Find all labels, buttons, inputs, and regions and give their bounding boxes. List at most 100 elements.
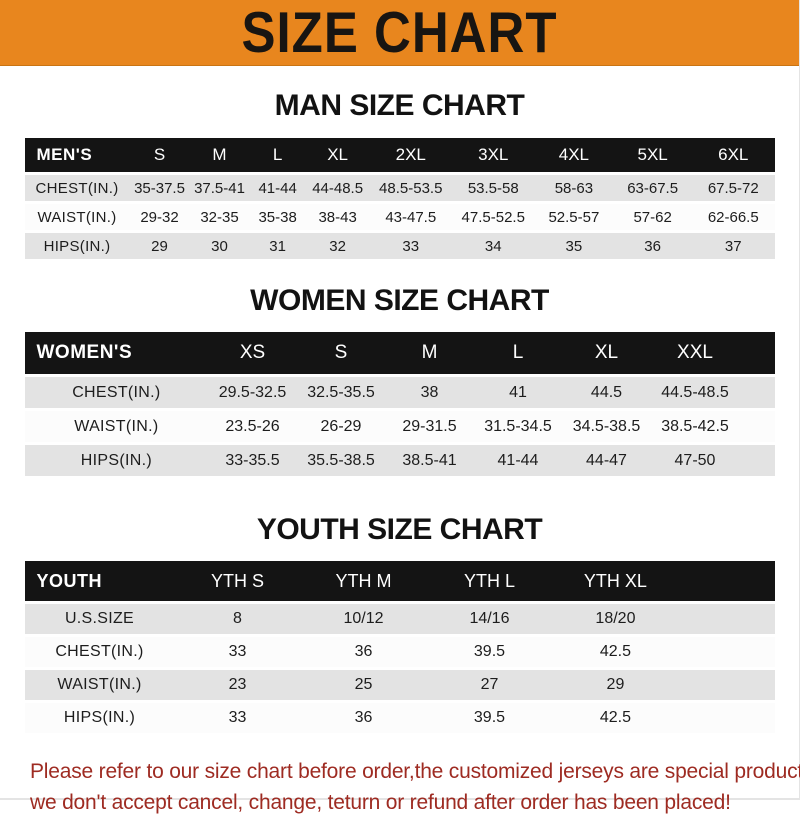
women-table-label: WOMEN'S — [24, 332, 209, 374]
table-cell: 38.5-42.5 — [650, 411, 740, 442]
table-cell: 44-48.5 — [305, 175, 370, 201]
row-label: CHEST(IN.) — [24, 637, 175, 667]
row-label: WAIST(IN.) — [24, 411, 209, 442]
column-header: 2XL — [369, 138, 452, 172]
table-cell: 36 — [300, 703, 427, 733]
footer-note: Please refer to our size chart before or… — [30, 756, 800, 818]
column-header: XL — [305, 138, 370, 172]
footer-note-line2: we don't accept cancel, change, teturn o… — [30, 791, 731, 814]
table-row: CHEST(IN.) 33 36 39.5 42.5 — [24, 637, 775, 667]
column-header: 3XL — [452, 138, 535, 172]
table-row: CHEST(IN.) 35-37.5 37.5-41 41-44 44-48.5… — [24, 175, 775, 201]
cell-filler — [739, 445, 775, 476]
cell-filler — [678, 670, 775, 700]
table-cell: 63-67.5 — [613, 175, 692, 201]
table-cell: 41 — [473, 377, 563, 408]
table-cell: 48.5-53.5 — [369, 175, 452, 201]
table-cell: 44.5 — [562, 377, 651, 408]
table-cell: 36 — [613, 233, 692, 259]
youth-table-label: YOUTH — [24, 561, 175, 601]
table-row: WAIST(IN.) 29-32 32-35 35-38 38-43 43-47… — [24, 204, 775, 230]
table-cell: 30 — [189, 233, 250, 259]
table-row: CHEST(IN.) 29.5-32.5 32.5-35.5 38 41 44.… — [24, 377, 775, 408]
row-label: U.S.SIZE — [24, 604, 175, 634]
table-row: HIPS(IN.) 29 30 31 32 33 34 35 36 37 — [24, 233, 775, 259]
youth-section-title: YOUTH SIZE CHART — [256, 513, 543, 546]
table-cell: 18/20 — [552, 604, 679, 634]
table-cell: 34 — [452, 233, 535, 259]
header-filler — [739, 332, 775, 374]
table-cell: 37.5-41 — [189, 175, 250, 201]
table-cell: 31 — [249, 233, 306, 259]
row-label: WAIST(IN.) — [24, 204, 130, 230]
table-cell: 32 — [305, 233, 370, 259]
table-row: HIPS(IN.) 33 36 39.5 42.5 — [24, 703, 775, 733]
table-cell: 26-29 — [296, 411, 386, 442]
table-cell: 33 — [174, 637, 301, 667]
table-cell: 23.5-26 — [208, 411, 297, 442]
row-label: HIPS(IN.) — [24, 233, 130, 259]
table-cell: 39.5 — [426, 637, 553, 667]
table-cell: 29-32 — [129, 204, 190, 230]
table-cell: 8 — [174, 604, 301, 634]
table-cell: 41-44 — [473, 445, 563, 476]
cell-filler — [739, 377, 775, 408]
table-cell: 29.5-32.5 — [208, 377, 297, 408]
column-header: YTH M — [300, 561, 427, 601]
table-cell: 53.5-58 — [452, 175, 535, 201]
table-cell: 43-47.5 — [369, 204, 452, 230]
table-cell: 38-43 — [305, 204, 370, 230]
column-header: M — [385, 332, 474, 374]
column-header: YTH XL — [552, 561, 679, 601]
table-cell: 35-38 — [249, 204, 306, 230]
women-size-table: WOMEN'S XS S M L XL XXL CHEST(IN.) 29.5-… — [24, 329, 775, 479]
row-label: CHEST(IN.) — [24, 175, 130, 201]
cell-filler — [739, 411, 775, 442]
table-cell: 42.5 — [552, 703, 679, 733]
table-cell: 32-35 — [189, 204, 250, 230]
column-header: 4XL — [534, 138, 614, 172]
column-header: 5XL — [613, 138, 692, 172]
women-section-title: WOMEN SIZE CHART — [250, 284, 549, 317]
table-cell: 33 — [369, 233, 452, 259]
table-cell: 47-50 — [650, 445, 740, 476]
row-label: HIPS(IN.) — [24, 703, 175, 733]
women-header-row: WOMEN'S XS S M L XL XXL — [24, 332, 775, 374]
cell-filler — [678, 703, 775, 733]
table-cell: 29-31.5 — [385, 411, 474, 442]
row-label: CHEST(IN.) — [24, 377, 209, 408]
table-cell: 62-66.5 — [692, 204, 775, 230]
table-cell: 44.5-48.5 — [650, 377, 740, 408]
column-header: 6XL — [692, 138, 775, 172]
table-cell: 33-35.5 — [208, 445, 297, 476]
table-row: WAIST(IN.) 23 25 27 29 — [24, 670, 775, 700]
youth-size-table: YOUTH YTH S YTH M YTH L YTH XL U.S.SIZE … — [24, 558, 775, 736]
table-cell: 34.5-38.5 — [562, 411, 651, 442]
banner: SIZE CHART — [0, 0, 799, 66]
column-header: S — [296, 332, 386, 374]
table-row: HIPS(IN.) 33-35.5 35.5-38.5 38.5-41 41-4… — [24, 445, 775, 476]
table-cell: 35.5-38.5 — [296, 445, 386, 476]
column-header: YTH L — [426, 561, 553, 601]
table-cell: 52.5-57 — [534, 204, 614, 230]
column-header: L — [473, 332, 563, 374]
table-row: WAIST(IN.) 23.5-26 26-29 29-31.5 31.5-34… — [24, 411, 775, 442]
table-cell: 33 — [174, 703, 301, 733]
table-cell: 25 — [300, 670, 427, 700]
men-section-title: MAN SIZE CHART — [274, 89, 525, 122]
table-cell: 35-37.5 — [129, 175, 190, 201]
column-header: XL — [562, 332, 651, 374]
table-cell: 41-44 — [249, 175, 306, 201]
table-cell: 44-47 — [562, 445, 651, 476]
table-cell: 14/16 — [426, 604, 553, 634]
table-cell: 31.5-34.5 — [473, 411, 563, 442]
table-cell: 39.5 — [426, 703, 553, 733]
table-cell: 29 — [129, 233, 190, 259]
column-header: L — [249, 138, 306, 172]
men-size-table: MEN'S S M L XL 2XL 3XL 4XL 5XL 6XL CHEST… — [24, 135, 775, 262]
table-cell: 58-63 — [534, 175, 614, 201]
table-cell: 37 — [692, 233, 775, 259]
column-header: S — [129, 138, 190, 172]
youth-header-row: YOUTH YTH S YTH M YTH L YTH XL — [24, 561, 775, 601]
